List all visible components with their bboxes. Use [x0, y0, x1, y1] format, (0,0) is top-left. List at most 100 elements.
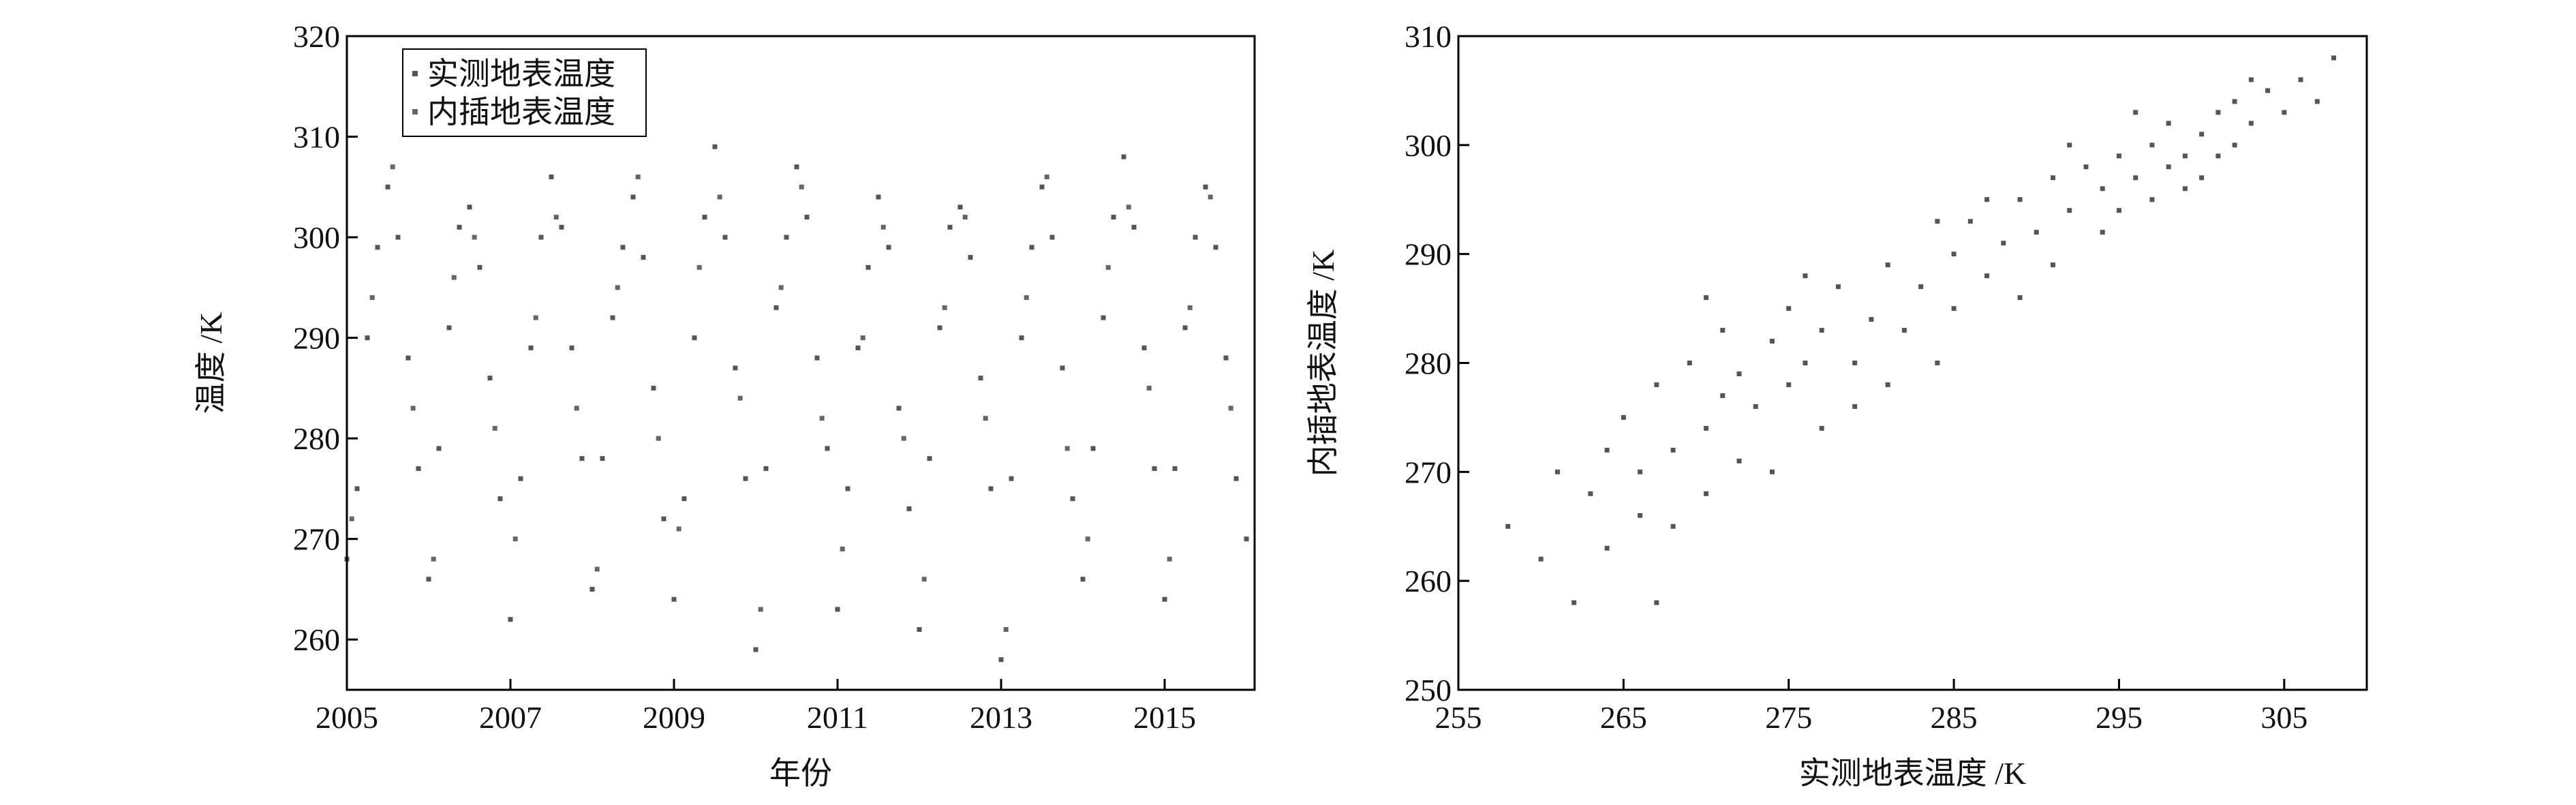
data-point — [1105, 264, 1111, 270]
data-point — [477, 264, 482, 270]
data-point — [2083, 164, 2089, 170]
data-point — [1538, 556, 1544, 562]
y-tick-label: 250 — [1405, 673, 1452, 708]
x-tick-label: 255 — [1435, 700, 1482, 735]
data-point — [395, 234, 401, 240]
data-point — [1029, 245, 1034, 250]
data-point — [549, 174, 554, 180]
data-point — [1049, 234, 1055, 240]
data-point — [620, 245, 626, 250]
data-point — [1819, 328, 1824, 333]
y-tick-label: 280 — [1405, 346, 1452, 381]
data-point — [1704, 295, 1709, 301]
data-point — [538, 234, 544, 240]
data-point — [860, 335, 865, 341]
data-point — [390, 164, 395, 170]
data-point — [385, 184, 390, 189]
data-point — [1885, 262, 1890, 268]
data-point — [431, 556, 436, 562]
data-point — [676, 526, 681, 532]
data-point — [2199, 175, 2205, 181]
data-point — [1852, 404, 1858, 409]
data-point — [656, 436, 661, 441]
data-point — [825, 446, 830, 451]
data-point — [610, 315, 615, 320]
data-point — [1126, 204, 1131, 210]
data-point — [1720, 328, 1726, 333]
data-point — [1588, 491, 1593, 496]
data-point — [845, 486, 850, 491]
data-point — [600, 456, 605, 461]
x-tick-label: 2007 — [479, 700, 542, 735]
data-point — [2051, 175, 2056, 181]
x-tick-label: 285 — [1931, 700, 1978, 735]
data-point — [901, 436, 906, 441]
y-tick-label: 270 — [1405, 455, 1452, 489]
data-point — [1060, 365, 1065, 371]
plot-frame — [346, 35, 1256, 691]
data-point — [426, 577, 431, 582]
y-tick-label: 290 — [293, 321, 340, 356]
data-point — [559, 224, 564, 230]
data-point — [2100, 186, 2105, 192]
data-point — [436, 446, 442, 451]
data-point — [1193, 234, 1198, 240]
data-point — [467, 204, 472, 210]
x-tick-label: 2011 — [807, 700, 868, 735]
data-point — [1505, 523, 1511, 529]
data-point — [1167, 556, 1172, 562]
data-point — [942, 305, 947, 310]
y-tick-label: 300 — [1405, 128, 1452, 163]
data-point — [1967, 219, 1973, 224]
legend-label: 内插地表温度 — [427, 95, 615, 130]
data-point — [492, 425, 497, 431]
y-tick-label: 310 — [1405, 19, 1452, 54]
data-point — [1182, 325, 1188, 331]
data-point — [962, 215, 968, 220]
data-point — [1885, 382, 1890, 387]
data-point — [717, 194, 722, 200]
data-point — [1786, 382, 1792, 387]
data-point — [1085, 536, 1090, 542]
x-tick-label: 305 — [2260, 700, 2307, 735]
data-point — [1604, 545, 1610, 551]
data-point — [2067, 142, 2072, 148]
data-point — [1753, 404, 1758, 409]
data-point — [2331, 55, 2337, 61]
data-point — [1901, 328, 1907, 333]
data-point — [1935, 219, 1940, 224]
data-point — [927, 456, 932, 461]
data-point — [508, 617, 513, 622]
data-point — [896, 406, 902, 411]
legend-box — [402, 48, 647, 137]
data-point — [1111, 215, 1116, 220]
data-point — [1009, 476, 1014, 481]
data-point — [937, 325, 942, 331]
data-point — [1670, 523, 1676, 529]
data-point — [1984, 273, 1990, 279]
data-point — [733, 365, 738, 371]
data-point — [737, 395, 743, 401]
data-point — [2149, 197, 2155, 202]
data-point — [1146, 385, 1152, 391]
data-point — [1080, 577, 1086, 582]
data-point — [518, 476, 523, 481]
data-point — [2100, 230, 2105, 235]
data-point — [1024, 295, 1029, 301]
data-point — [1070, 496, 1075, 502]
data-point — [1090, 446, 1096, 451]
data-point — [1869, 317, 1874, 322]
data-point — [497, 496, 503, 502]
data-point — [2116, 153, 2121, 159]
data-point — [2265, 88, 2271, 93]
data-point — [1571, 600, 1577, 605]
data-point — [1835, 284, 1841, 290]
data-point — [569, 345, 574, 350]
data-point — [1803, 273, 1808, 279]
data-point — [763, 466, 769, 471]
data-point — [2149, 142, 2155, 148]
y-tick-label: 270 — [293, 522, 340, 557]
data-point — [2017, 197, 2023, 202]
data-point — [574, 406, 579, 411]
data-point — [641, 255, 646, 260]
